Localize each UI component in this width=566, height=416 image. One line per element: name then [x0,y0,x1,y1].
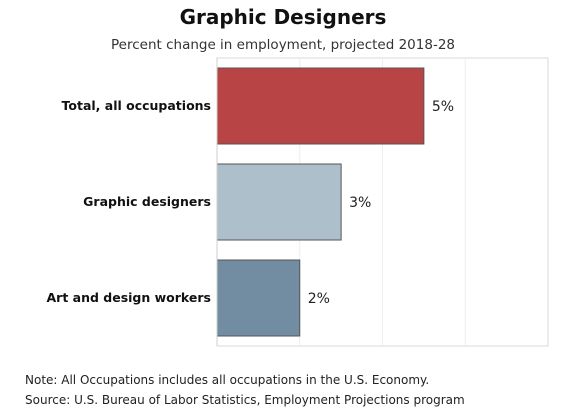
bar [216,67,425,145]
chart-subtitle: Percent change in employment, projected … [111,37,455,53]
chart-note: Note: All Occupations includes all occup… [25,373,430,387]
value-label: 3% [349,195,371,211]
chart-source: Source: U.S. Bureau of Labor Statistics,… [25,393,465,407]
category-label: Graphic designers [83,194,211,209]
category-label: Art and design workers [46,290,211,305]
bar [216,163,342,241]
value-label: 5% [432,99,454,115]
value-label: 2% [308,291,330,307]
bar [216,259,301,337]
chart-title: Graphic Designers [179,5,387,29]
category-label: Total, all occupations [62,98,211,113]
